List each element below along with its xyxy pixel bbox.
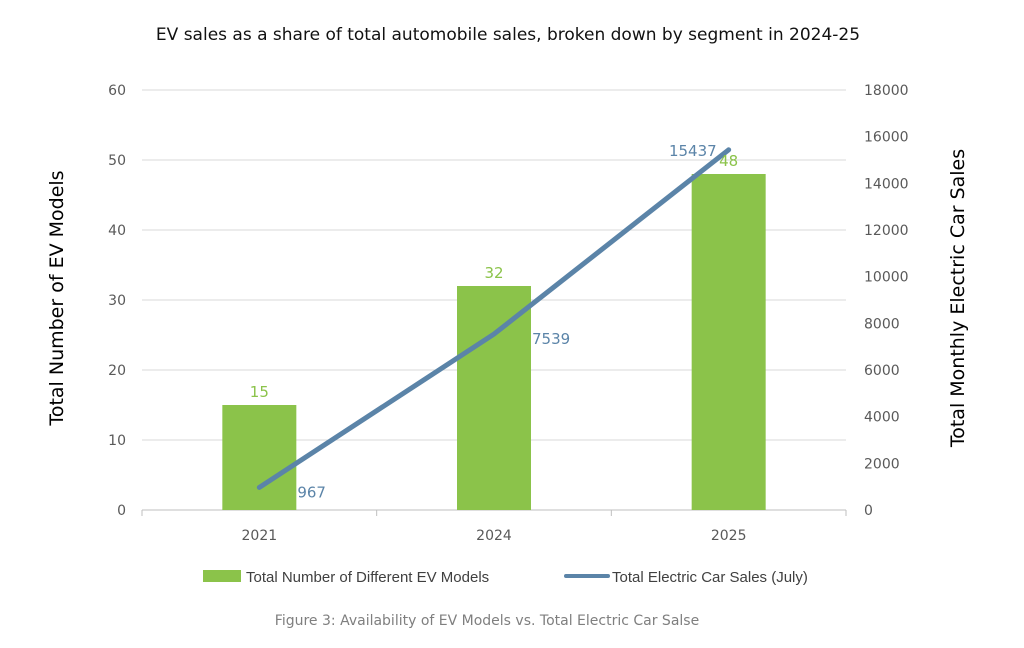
figure-caption: Figure 3: Availability of EV Models vs. … (275, 613, 699, 629)
legend-bar-label: Total Number of Different EV Models (246, 569, 489, 586)
line-series (256, 147, 732, 490)
chart-title: EV sales as a share of total automobile … (156, 25, 860, 45)
bar-value-label: 48 (719, 152, 738, 170)
x-axis: 2021 2024 2025 (141, 509, 847, 544)
right-tick-label: 2000 (864, 456, 900, 472)
left-axis-ticks: 0 10 20 30 40 50 60 (108, 83, 126, 519)
bar (691, 174, 766, 510)
data-labels: 15 32 48 967 7539 15437 (250, 142, 738, 502)
x-tick-label: 2025 (711, 528, 747, 544)
legend: Total Number of Different EV Models Tota… (203, 569, 808, 586)
line-value-label: 15437 (669, 142, 717, 160)
right-axis-ticks: 0 2000 4000 6000 8000 10000 12000 14000 16000 180… (864, 83, 909, 519)
bar (457, 286, 531, 510)
left-tick-label: 20 (108, 363, 126, 379)
x-tick-label: 2024 (476, 528, 512, 544)
right-tick-label: 0 (864, 503, 873, 519)
right-tick-label: 16000 (864, 130, 909, 146)
right-tick-label: 6000 (864, 363, 900, 379)
left-tick-label: 40 (108, 223, 126, 239)
bar-value-label: 32 (484, 264, 503, 282)
line-path (256, 147, 732, 490)
legend-line-label: Total Electric Car Sales (July) (612, 569, 808, 586)
right-tick-label: 4000 (864, 410, 900, 426)
bar (222, 405, 297, 510)
right-axis-title: Total Monthly Electric Car Sales (947, 149, 969, 448)
left-axis-title: Total Number of EV Models (46, 170, 68, 426)
x-tick-label: 2021 (242, 528, 278, 544)
left-tick-label: 30 (108, 293, 126, 309)
bar-series (222, 174, 766, 510)
right-tick-label: 8000 (864, 316, 900, 332)
bar-value-label: 15 (250, 383, 269, 401)
left-tick-label: 60 (108, 83, 126, 99)
right-tick-label: 18000 (864, 83, 909, 99)
right-tick-label: 12000 (864, 223, 909, 239)
legend-bar-swatch (203, 570, 241, 582)
right-tick-label: 14000 (864, 176, 909, 192)
line-value-label: 7539 (532, 330, 570, 348)
left-tick-label: 0 (117, 503, 126, 519)
left-tick-label: 50 (108, 153, 126, 169)
left-tick-label: 10 (108, 433, 126, 449)
line-value-label: 967 (297, 483, 326, 501)
right-tick-label: 10000 (864, 270, 909, 286)
